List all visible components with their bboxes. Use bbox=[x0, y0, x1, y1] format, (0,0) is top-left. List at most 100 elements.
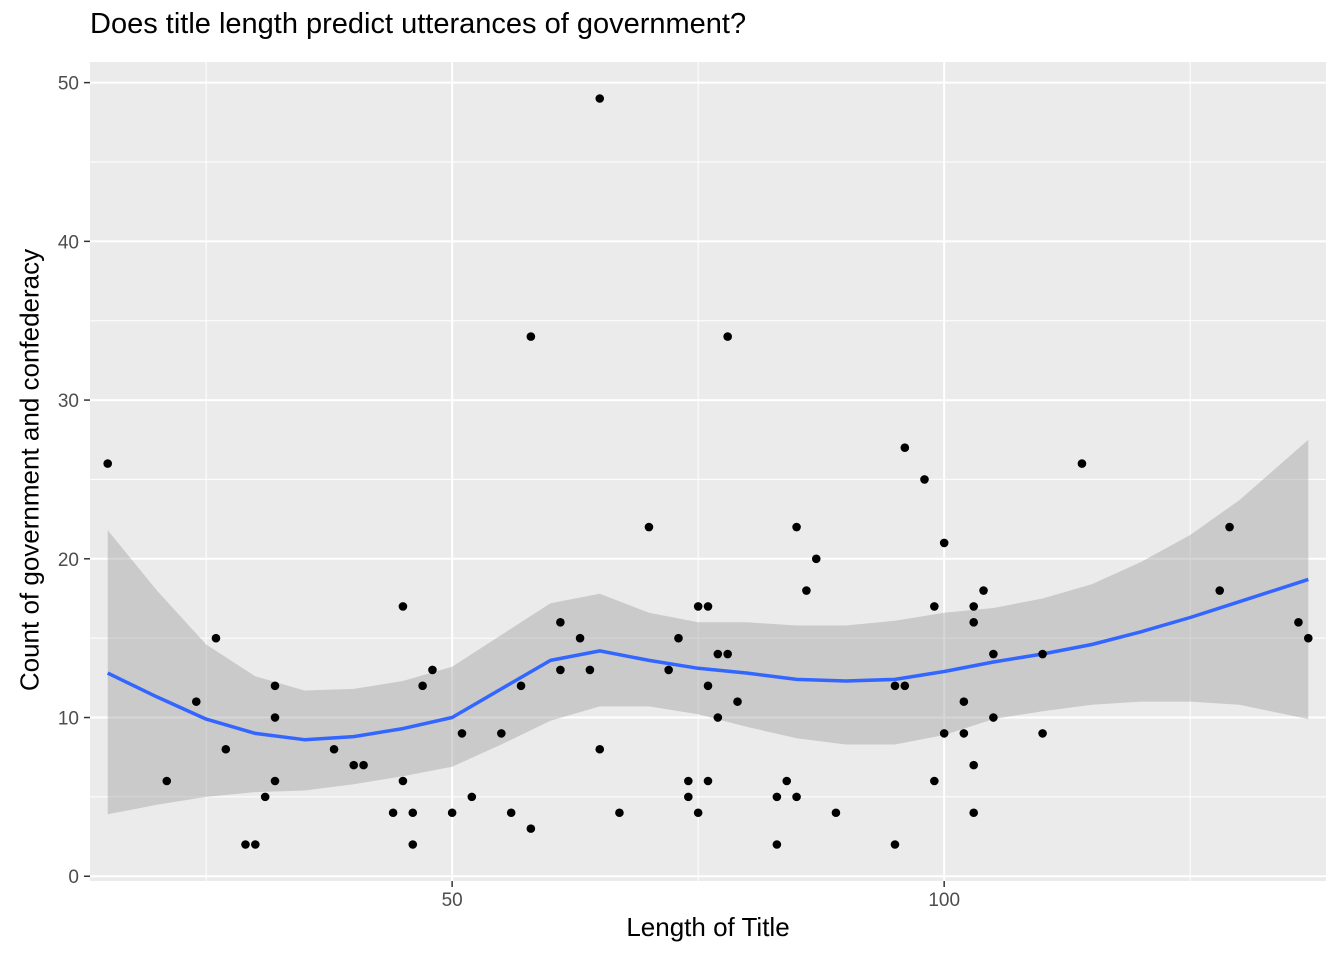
y-tick-label: 10 bbox=[58, 709, 79, 730]
data-point bbox=[1077, 459, 1087, 468]
x-tick-label: 100 bbox=[928, 890, 960, 911]
data-point bbox=[457, 729, 467, 738]
data-point bbox=[615, 808, 624, 818]
data-point bbox=[349, 760, 359, 770]
data-point bbox=[723, 332, 732, 341]
data-point bbox=[693, 602, 703, 611]
data-point bbox=[221, 744, 231, 754]
data-point bbox=[398, 602, 408, 611]
data-point bbox=[900, 681, 910, 691]
plot-panel bbox=[90, 62, 1326, 881]
x-axis-ticks: 50 100 bbox=[442, 881, 960, 911]
y-tick-label: 40 bbox=[58, 232, 79, 253]
data-point bbox=[270, 776, 280, 786]
data-point bbox=[772, 840, 782, 849]
data-point bbox=[772, 792, 782, 802]
data-point bbox=[1303, 633, 1313, 643]
data-point bbox=[191, 697, 201, 706]
data-point bbox=[506, 808, 516, 818]
data-point bbox=[408, 840, 418, 849]
data-point bbox=[811, 554, 821, 564]
data-point bbox=[1215, 586, 1225, 595]
data-point bbox=[388, 808, 398, 818]
data-point bbox=[831, 808, 841, 818]
data-point bbox=[467, 792, 477, 802]
data-point bbox=[516, 681, 526, 691]
data-point bbox=[162, 776, 172, 786]
y-tick-label: 30 bbox=[58, 391, 79, 412]
data-point bbox=[939, 538, 949, 548]
data-point bbox=[979, 586, 988, 595]
minor-gridlines bbox=[90, 62, 1326, 881]
smooth-trend-line bbox=[106, 577, 1309, 742]
data-point bbox=[693, 808, 703, 818]
data-point bbox=[428, 665, 437, 675]
data-point bbox=[270, 713, 280, 722]
chart-title: Does title length predict utterances of … bbox=[90, 8, 747, 40]
data-point bbox=[664, 665, 673, 675]
x-tick-label: 50 bbox=[442, 890, 463, 911]
data-point bbox=[251, 840, 260, 849]
data-point bbox=[556, 665, 565, 675]
x-axis-label: Length of Title bbox=[626, 912, 790, 942]
data-point bbox=[1294, 617, 1303, 627]
data-point bbox=[969, 760, 979, 770]
data-point bbox=[713, 713, 723, 722]
data-point bbox=[644, 522, 654, 532]
data-point bbox=[959, 729, 969, 738]
y-axis-label: Count of government and confederacy bbox=[14, 248, 45, 692]
data-point bbox=[260, 792, 270, 802]
data-point bbox=[585, 665, 595, 675]
data-point bbox=[684, 776, 693, 786]
data-point bbox=[329, 744, 339, 754]
data-point bbox=[1038, 649, 1047, 659]
y-axis-ticks: 0 10 20 30 40 50 bbox=[58, 74, 90, 888]
y-tick-label: 0 bbox=[68, 867, 79, 888]
data-point bbox=[890, 840, 900, 849]
data-point bbox=[930, 776, 939, 786]
confidence-band bbox=[107, 439, 1309, 815]
data-points bbox=[103, 94, 1313, 849]
data-point bbox=[969, 617, 979, 627]
data-point bbox=[969, 808, 979, 818]
data-point bbox=[526, 824, 536, 833]
data-point bbox=[792, 522, 801, 532]
data-point bbox=[1038, 729, 1047, 738]
data-point bbox=[447, 808, 457, 818]
data-point bbox=[674, 633, 683, 643]
y-tick-label: 20 bbox=[58, 550, 79, 571]
data-point bbox=[969, 602, 979, 611]
data-point bbox=[241, 840, 250, 849]
data-point bbox=[211, 633, 221, 643]
data-point bbox=[1225, 522, 1234, 532]
major-gridlines bbox=[90, 62, 1326, 881]
data-point bbox=[782, 776, 792, 786]
data-point bbox=[989, 649, 998, 659]
data-point bbox=[959, 697, 969, 706]
data-point bbox=[359, 760, 368, 770]
data-point bbox=[595, 94, 605, 103]
data-point bbox=[792, 792, 801, 802]
data-point bbox=[526, 332, 536, 341]
data-point bbox=[930, 602, 939, 611]
data-point bbox=[713, 649, 723, 659]
data-point bbox=[900, 443, 910, 452]
data-point bbox=[733, 697, 742, 706]
data-point bbox=[684, 792, 693, 802]
data-point bbox=[575, 633, 585, 643]
y-tick-label: 50 bbox=[58, 74, 79, 95]
data-point bbox=[703, 602, 713, 611]
data-point bbox=[418, 681, 427, 691]
data-point bbox=[989, 713, 998, 722]
data-point bbox=[497, 729, 506, 738]
data-point bbox=[408, 808, 418, 818]
data-point bbox=[920, 475, 929, 484]
data-point bbox=[556, 617, 565, 627]
data-point bbox=[595, 744, 605, 754]
data-point bbox=[398, 776, 408, 786]
data-point bbox=[802, 586, 811, 595]
data-point bbox=[703, 681, 713, 691]
data-point bbox=[270, 681, 280, 691]
data-point bbox=[890, 681, 900, 691]
